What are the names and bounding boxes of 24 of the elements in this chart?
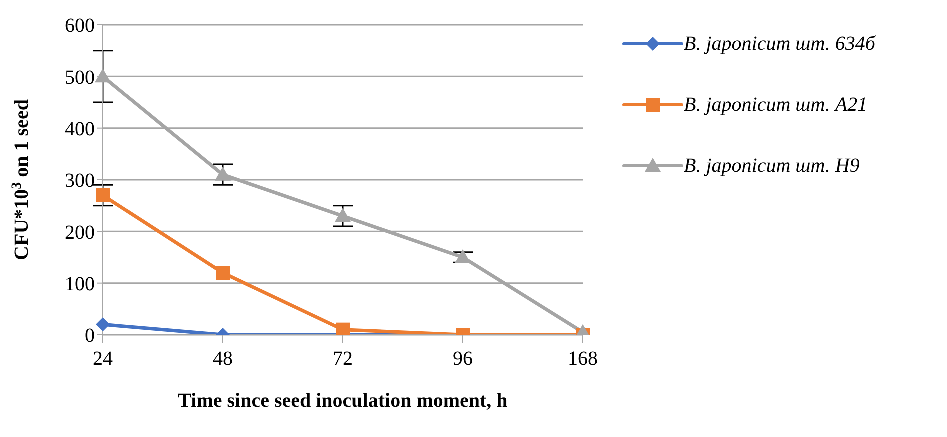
x-tick-label: 48 <box>213 348 233 370</box>
point <box>336 322 350 335</box>
y-tick-label: 100 <box>65 273 95 296</box>
y-tick-label: 300 <box>65 170 95 192</box>
legend-label: B. japonicum шт. 634б <box>684 32 877 57</box>
legend-label: B. japonicum шт. H9 <box>684 154 861 179</box>
x-tick-label: 72 <box>333 348 353 370</box>
x-tick-label: 96 <box>453 348 473 370</box>
y-tick-label: 400 <box>65 118 95 140</box>
point <box>96 318 110 332</box>
x-tick-label: 168 <box>568 348 598 370</box>
point <box>455 250 471 264</box>
y-tick-label: 600 <box>65 15 95 38</box>
y-tick-label: 200 <box>65 222 95 244</box>
y-tick-label: 0 <box>85 325 95 348</box>
x-axis-title: Time since seed inoculation moment, h <box>177 390 509 413</box>
y-tick-label: 500 <box>65 66 95 89</box>
point <box>215 166 231 181</box>
point <box>95 68 111 83</box>
x-tick-label: 24 <box>93 348 113 370</box>
legend-label: B. japonicum шт. A21 <box>684 93 869 118</box>
point <box>335 208 351 222</box>
point <box>96 188 110 202</box>
point <box>216 266 230 280</box>
